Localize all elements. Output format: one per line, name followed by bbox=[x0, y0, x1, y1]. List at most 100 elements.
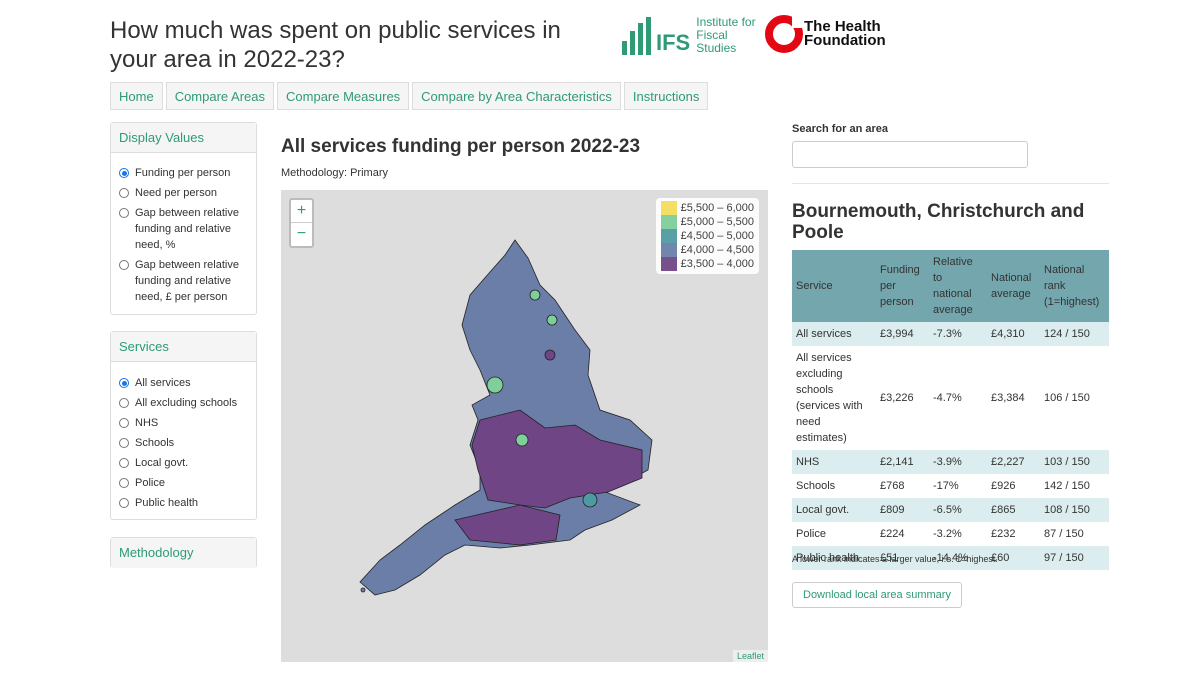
table-cell: £865 bbox=[987, 498, 1040, 522]
radio-option[interactable]: Funding per person bbox=[111, 163, 256, 183]
region bbox=[360, 587, 366, 593]
legend-item: £4,500 – 5,000 bbox=[660, 229, 754, 243]
table-cell: Public health bbox=[792, 546, 876, 570]
radio-option[interactable]: All excluding schools bbox=[111, 393, 256, 413]
ifs-name: Institute for Fiscal Studies bbox=[696, 15, 756, 55]
radio-label: Funding per person bbox=[135, 167, 231, 179]
table-cell: -17% bbox=[933, 480, 959, 492]
radio-button[interactable] bbox=[119, 378, 129, 388]
radio-label: Schools bbox=[135, 437, 175, 449]
table-row: Police £224 -3.2% £232 87 / 150 bbox=[792, 522, 1109, 546]
page-title: How much was spent on public services in… bbox=[110, 17, 561, 73]
radio-option[interactable]: Public health bbox=[111, 493, 256, 513]
radio-button[interactable] bbox=[119, 438, 129, 448]
legend-label: £4,500 – 5,000 bbox=[680, 230, 754, 242]
ifs-bars bbox=[622, 17, 651, 55]
radio-button[interactable] bbox=[119, 398, 129, 408]
header-row: Service Funding per person Relative to nat… bbox=[792, 250, 1109, 322]
panel-title: Display Values bbox=[111, 123, 256, 153]
radio-option[interactable]: NHS bbox=[111, 413, 256, 433]
radio-option[interactable]: Schools bbox=[111, 433, 256, 453]
map-canvas bbox=[359, 239, 653, 596]
zoom-in[interactable]: + bbox=[291, 200, 312, 223]
legend: £5,500 – 6,000 £5,000 – 5,500 £4,500 – 5,0… bbox=[655, 198, 759, 274]
radio-option[interactable]: Need per person bbox=[111, 183, 256, 203]
region bbox=[471, 409, 643, 509]
hf-ring bbox=[765, 14, 804, 53]
table-cell: 97 / 150 bbox=[1040, 546, 1109, 570]
radio-button[interactable] bbox=[119, 498, 129, 508]
table-cell: 87 / 150 bbox=[1044, 528, 1084, 540]
table-cell: £224 bbox=[880, 528, 905, 540]
zoom-control: + − bbox=[289, 198, 314, 248]
legend-swatch bbox=[660, 257, 677, 271]
table-cell: £768 bbox=[880, 480, 905, 492]
radio-button[interactable] bbox=[119, 168, 129, 178]
table-cell: -14.4% bbox=[929, 546, 987, 570]
table-cell: £4,310 bbox=[987, 322, 1040, 346]
panel-title[interactable]: Methodology bbox=[111, 538, 256, 568]
region bbox=[486, 376, 504, 394]
table-cell: All services bbox=[792, 322, 876, 346]
map-subtitle: Methodology: Primary bbox=[281, 167, 388, 179]
legend-item: £3,500 – 4,000 bbox=[660, 257, 754, 271]
search-input[interactable] bbox=[792, 141, 1028, 168]
radio-button[interactable] bbox=[119, 260, 129, 270]
radio-label: NHS bbox=[135, 417, 159, 429]
table-cell: 108 / 150 bbox=[1040, 498, 1109, 522]
radio-label: All excluding schools bbox=[135, 397, 238, 409]
table-cell: £60 bbox=[987, 546, 1040, 570]
table-cell: NHS bbox=[792, 450, 876, 474]
radio-button[interactable] bbox=[119, 418, 129, 428]
legend-item: £5,500 – 6,000 bbox=[660, 201, 754, 215]
table-row: NHS £2,141 -3.9% £2,227 103 / 150 bbox=[792, 450, 1109, 474]
radio-button[interactable] bbox=[119, 458, 129, 468]
region bbox=[529, 289, 541, 301]
radio-button[interactable] bbox=[119, 208, 129, 218]
nav-tab[interactable]: Compare Measures bbox=[277, 82, 410, 110]
table-cell: Local govt. bbox=[792, 498, 876, 522]
radio-option[interactable]: All services bbox=[111, 373, 256, 393]
legend-swatch bbox=[660, 243, 677, 257]
radio-label: Public health bbox=[135, 497, 198, 509]
column-header: National rank (1=highest) bbox=[1040, 250, 1109, 322]
region bbox=[546, 314, 558, 326]
table-cell: Schools bbox=[796, 480, 836, 492]
download-button[interactable]: Download local area summary bbox=[792, 582, 962, 608]
radio-label: Gap between relative funding and relativ… bbox=[135, 207, 239, 251]
methodology-panel[interactable]: Methodology bbox=[110, 537, 257, 568]
radio-label: Police bbox=[135, 477, 165, 489]
attribution[interactable]: Leaflet bbox=[732, 650, 768, 662]
legend-swatch bbox=[660, 201, 677, 215]
radio-option[interactable]: Police bbox=[111, 473, 256, 493]
table-cell: £809 bbox=[876, 498, 929, 522]
legend-label: £5,000 – 5,500 bbox=[680, 216, 754, 228]
table-cell: £2,141 bbox=[876, 450, 929, 474]
radio-button[interactable] bbox=[119, 188, 129, 198]
table-cell: -4.7% bbox=[933, 392, 962, 404]
table-cell: £3,384 bbox=[991, 392, 1025, 404]
nav-tab[interactable]: Compare Areas bbox=[165, 82, 275, 110]
map[interactable]: + − £5,500 – 6,000 £5,000 – 5,500 £4,500 –… bbox=[281, 190, 768, 662]
radio-button[interactable] bbox=[119, 478, 129, 488]
zoom-out[interactable]: − bbox=[296, 225, 307, 242]
legend-item: £4,000 – 4,500 bbox=[660, 243, 754, 257]
radio-option[interactable]: Gap between relative funding and relativ… bbox=[111, 255, 256, 307]
legend-label: £5,500 – 6,000 bbox=[680, 202, 754, 214]
radio-label: Need per person bbox=[135, 187, 217, 199]
table-cell: 124 / 150 bbox=[1040, 322, 1109, 346]
radio-option[interactable]: Local govt. bbox=[111, 453, 256, 473]
nav-tab[interactable]: Home bbox=[110, 82, 163, 110]
radio-option[interactable]: Gap between relative funding and relativ… bbox=[111, 203, 256, 255]
table-cell: 103 / 150 bbox=[1040, 450, 1109, 474]
legend-label: £4,000 – 4,500 bbox=[680, 244, 754, 256]
column-header: Relative to national average bbox=[929, 250, 987, 322]
table-cell: -3.9% bbox=[929, 450, 987, 474]
table-cell: Police bbox=[796, 528, 826, 540]
options: All services All excluding schools NHS Scho… bbox=[111, 362, 256, 513]
area-name: Bournemouth, Christchurch and Poole bbox=[792, 201, 1085, 243]
nav-tab[interactable]: Instructions bbox=[623, 82, 709, 110]
ifs-mark: IFS bbox=[656, 30, 691, 55]
radio-label: Local govt. bbox=[135, 457, 189, 469]
nav-tab[interactable]: Compare by Area Characteristics bbox=[412, 82, 621, 110]
